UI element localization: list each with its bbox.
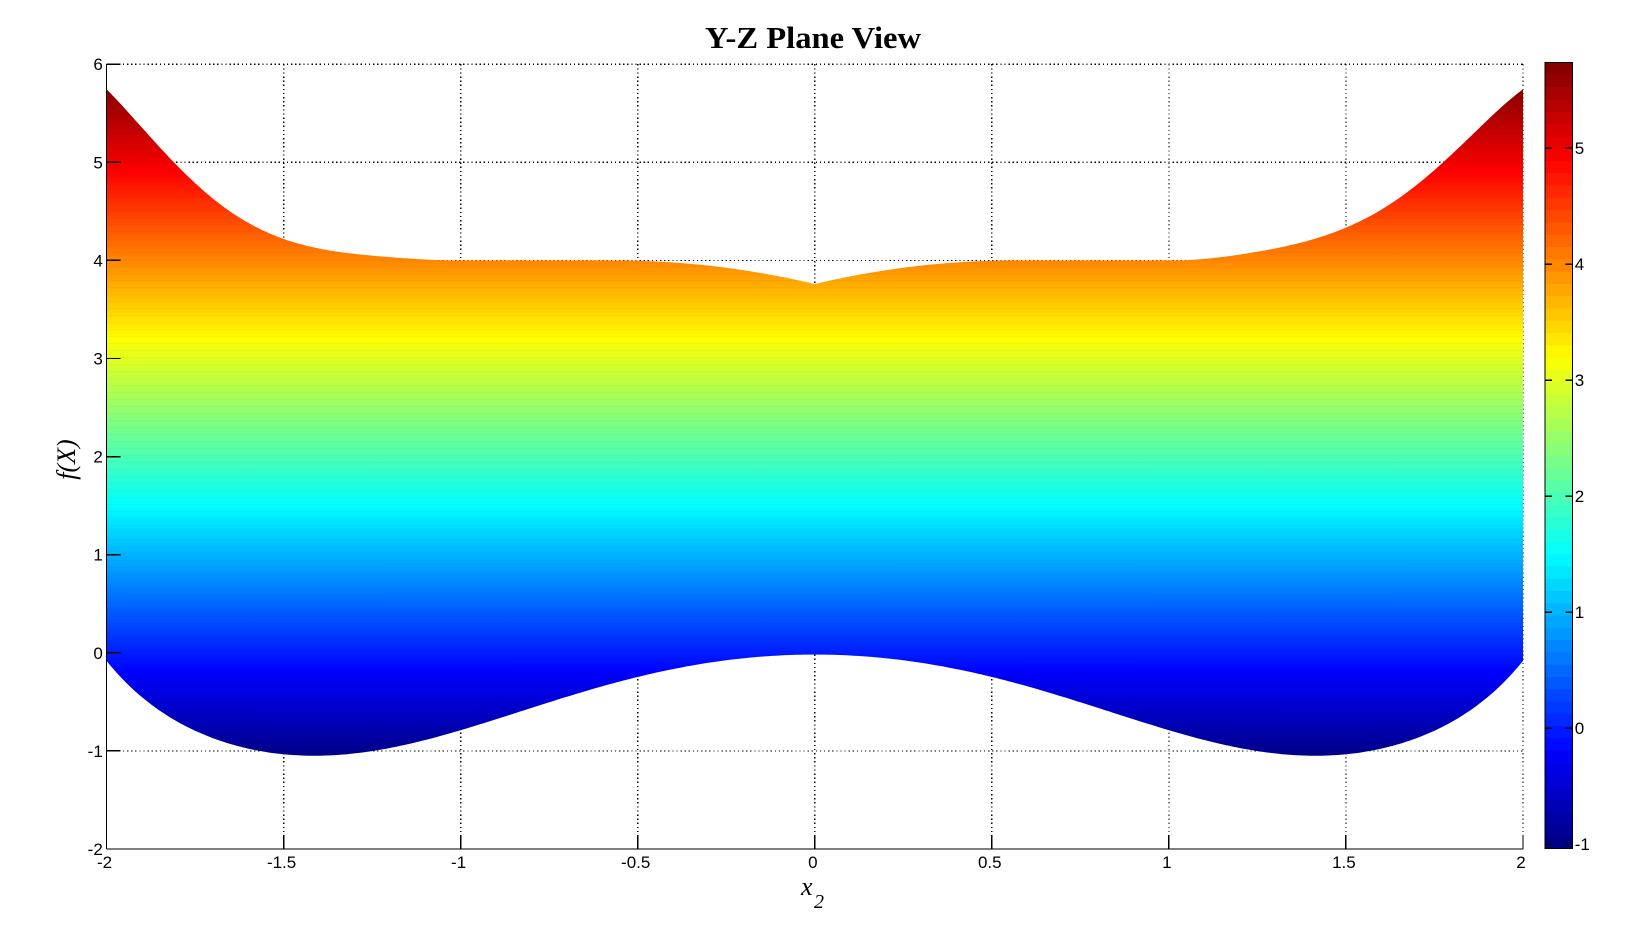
svg-text:2: 2 [1516,853,1525,872]
svg-text:0: 0 [1575,719,1584,738]
svg-text:1: 1 [93,546,102,565]
svg-text:-1.5: -1.5 [267,853,296,872]
svg-text:1.5: 1.5 [1332,853,1356,872]
svg-text:0: 0 [808,853,817,872]
svg-text:-1: -1 [88,742,103,761]
svg-text:2: 2 [93,448,102,467]
svg-text:x: x [800,872,813,901]
svg-text:f(X): f(X) [52,439,81,479]
svg-text:5: 5 [93,153,102,172]
svg-text:-2: -2 [88,840,103,859]
svg-text:1: 1 [1162,853,1171,872]
svg-text:0: 0 [93,644,102,663]
svg-text:1: 1 [1575,603,1584,622]
svg-text:5: 5 [1575,139,1584,158]
svg-text:-0.5: -0.5 [621,853,650,872]
svg-text:2: 2 [814,891,824,913]
svg-text:3: 3 [1575,371,1584,390]
svg-text:2: 2 [1575,487,1584,506]
svg-text:4: 4 [93,251,102,270]
svg-text:-1: -1 [451,853,466,872]
svg-text:0.5: 0.5 [978,853,1002,872]
svg-text:Y-Z Plane View: Y-Z Plane View [705,20,922,55]
svg-text:-1: -1 [1575,835,1590,854]
svg-text:-2: -2 [97,853,112,872]
svg-text:6: 6 [93,55,102,74]
svg-text:3: 3 [93,350,102,369]
svg-text:4: 4 [1575,255,1584,274]
